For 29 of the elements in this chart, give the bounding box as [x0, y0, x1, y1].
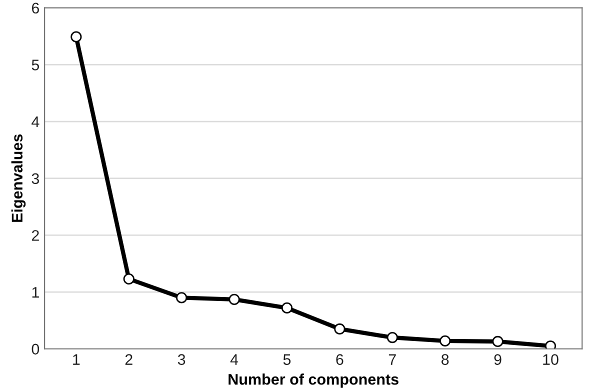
x-tick-label: 3: [178, 354, 186, 365]
y-tick-label: 0: [32, 344, 40, 355]
point: [176, 292, 188, 304]
y-tick-label: 1: [32, 287, 39, 298]
x-tick-label: 7: [388, 354, 396, 365]
x-tick-label: 4: [230, 354, 238, 365]
x-tick-label: 5: [283, 354, 291, 365]
x-tick-label: 8: [442, 354, 449, 365]
x-axis-title: Number of components: [228, 374, 398, 388]
y-axis-title: Eigenvalues: [11, 134, 26, 222]
point: [228, 294, 240, 305]
point: [386, 332, 398, 344]
point: [123, 273, 134, 285]
point: [440, 335, 451, 346]
y-tick-label: 2: [32, 230, 39, 241]
y-tick-label: 6: [32, 2, 40, 14]
x-tick-label: 1: [73, 354, 80, 365]
x-tick-label: 2: [125, 354, 132, 365]
point: [334, 323, 346, 335]
x-tick-label: 9: [494, 354, 502, 365]
point: [281, 302, 293, 314]
point: [492, 336, 504, 348]
point: [544, 340, 556, 349]
point: [70, 31, 82, 42]
y-tick-label: 4: [32, 116, 40, 128]
y-tick-label: 3: [32, 173, 40, 184]
x-tick-label: 10: [543, 354, 558, 365]
x-tick-label: 6: [336, 354, 344, 365]
y-tick-label: 5: [32, 60, 40, 70]
